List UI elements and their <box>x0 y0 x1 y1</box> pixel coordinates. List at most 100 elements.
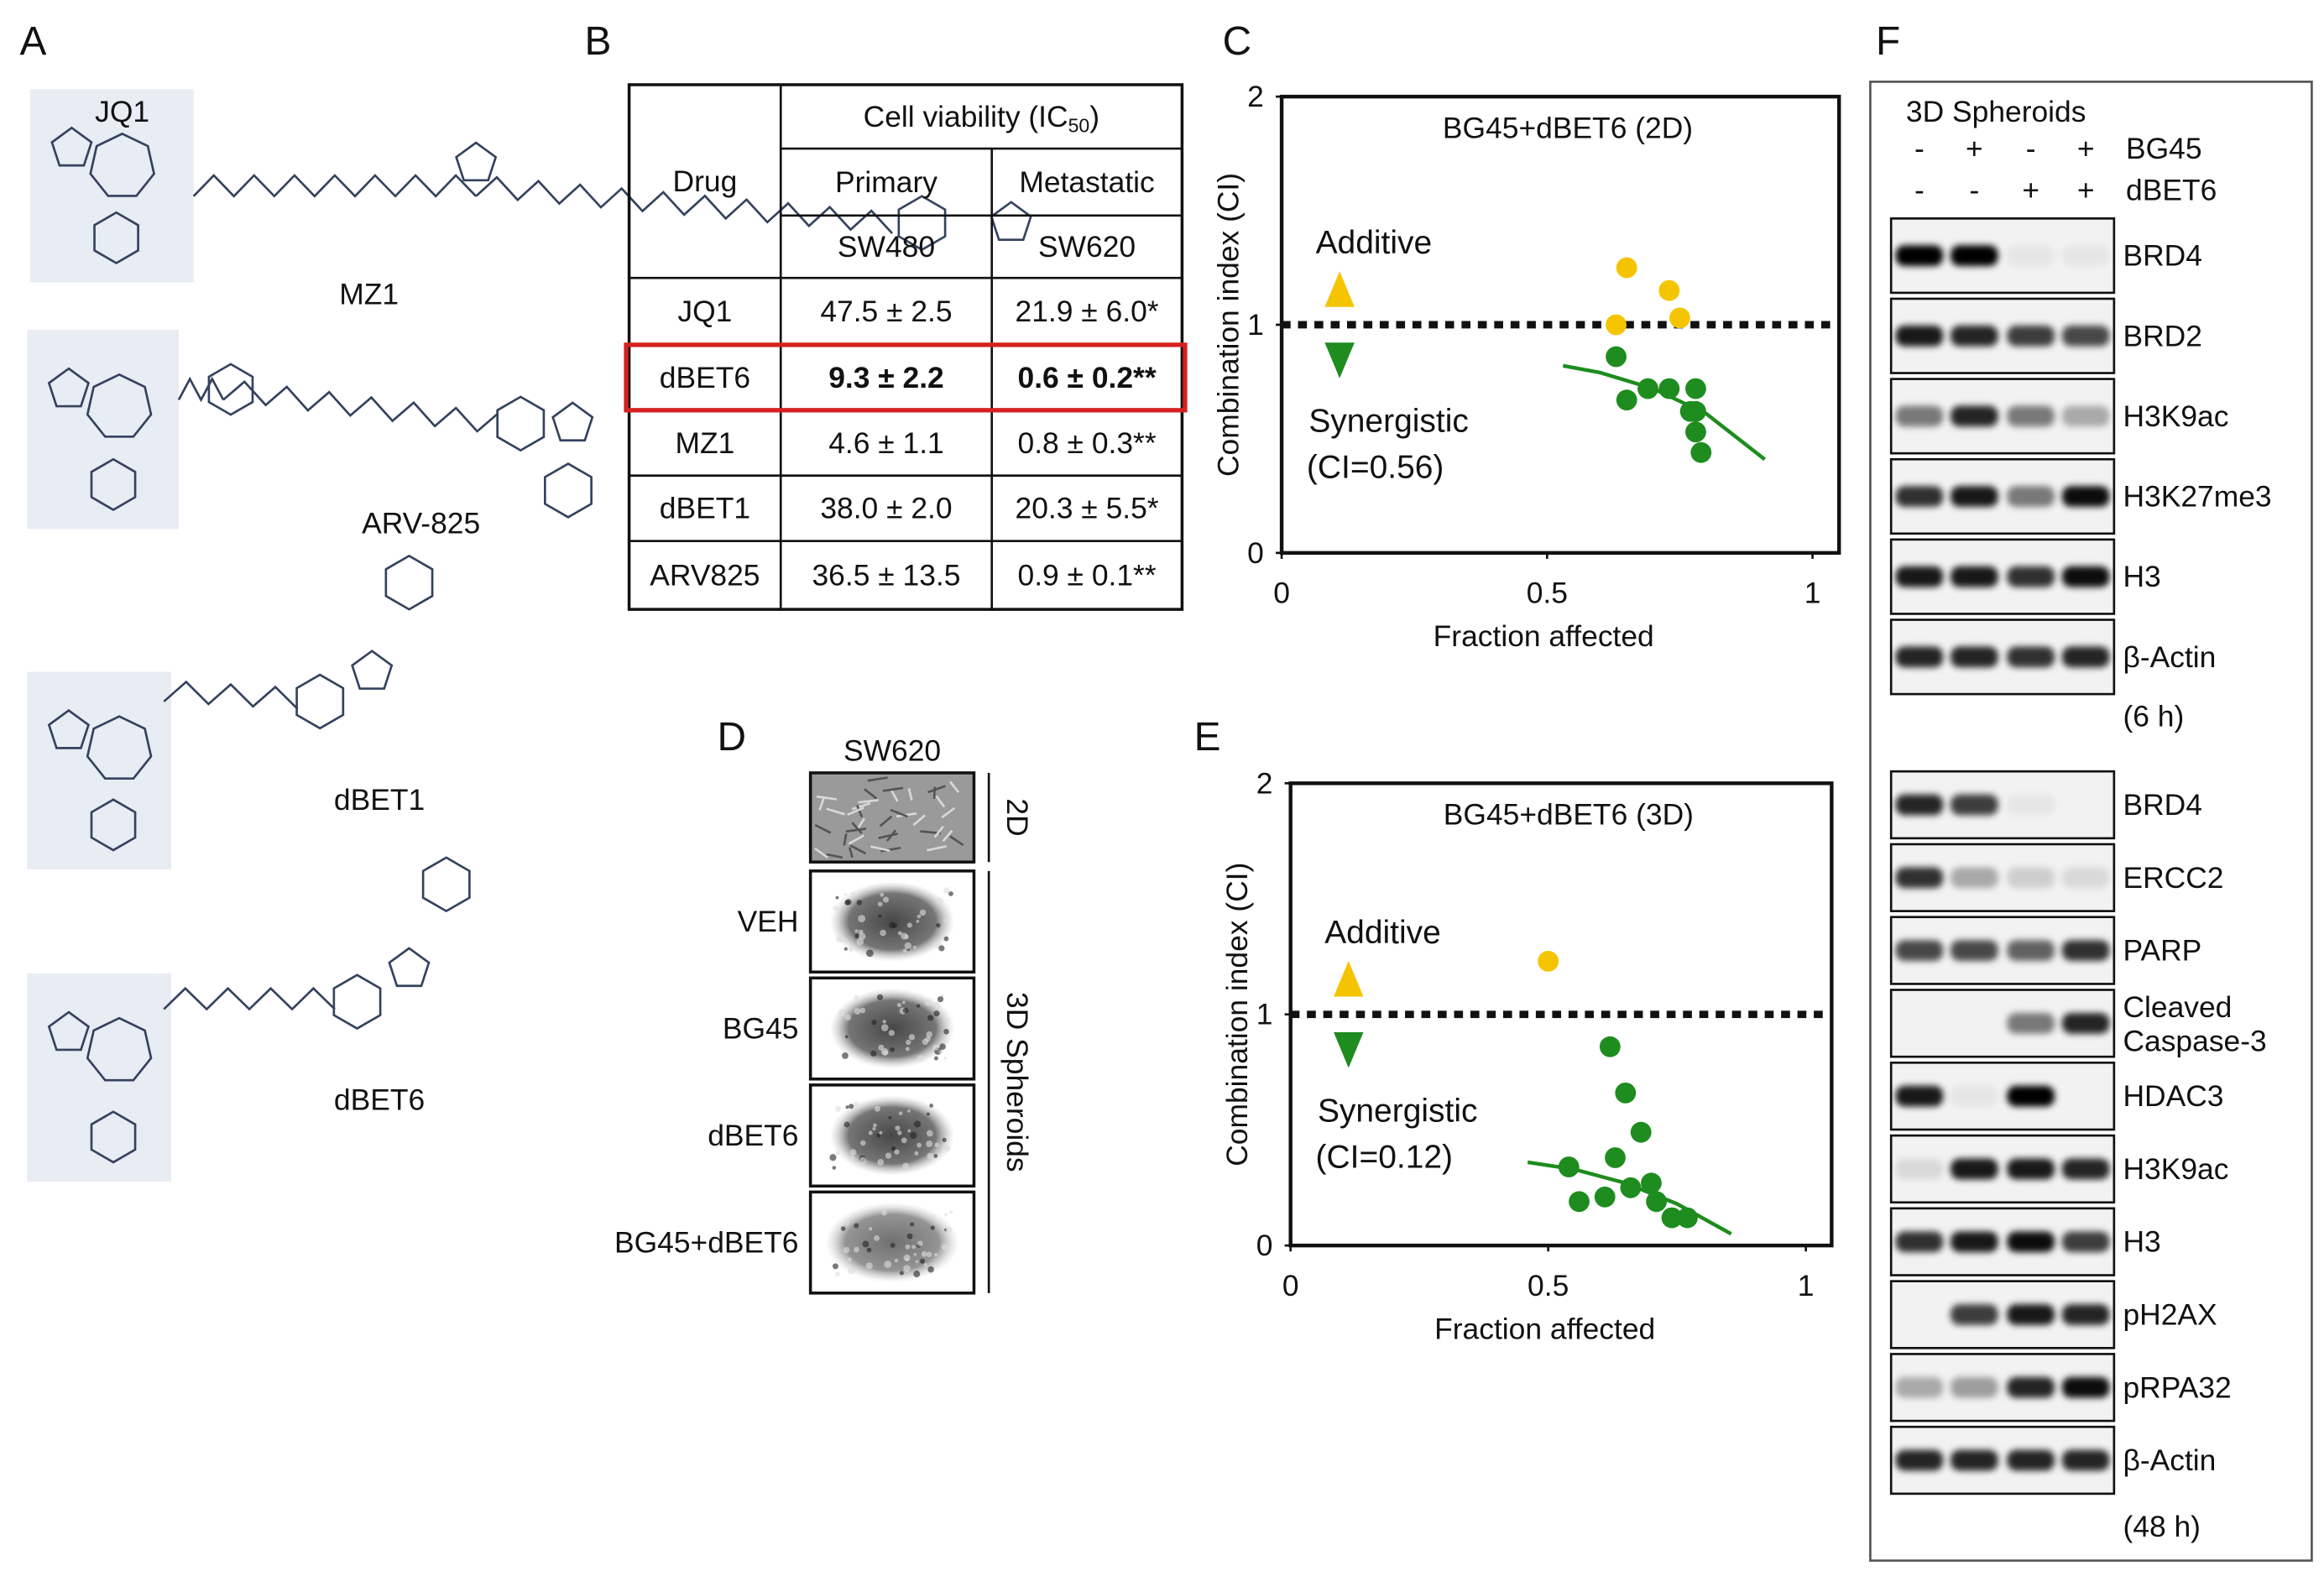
spheroid-texture <box>925 999 932 1006</box>
spheroid-texture <box>888 1030 896 1036</box>
spheroid-texture <box>848 1266 855 1275</box>
band <box>1895 646 1944 668</box>
spheroid-texture <box>854 933 859 938</box>
treatment-sign: + <box>2022 174 2039 207</box>
compound <box>29 89 1032 283</box>
spheroid-texture <box>849 1149 857 1156</box>
band <box>1951 1376 1998 1398</box>
spheroid-texture <box>946 1146 951 1151</box>
table-cell: 0.9 ± 0.1** <box>1018 558 1157 592</box>
spheroid-texture <box>938 1050 943 1054</box>
band <box>1895 1158 1944 1180</box>
image-title: SW620 <box>843 733 941 767</box>
spheroid-texture <box>844 1014 852 1021</box>
table-cell: 0.6 ± 0.2** <box>1018 361 1157 394</box>
band <box>2061 245 2110 267</box>
cell-texture <box>814 847 828 859</box>
band <box>1895 405 1944 427</box>
chart-title: BG45+dBET6 (3D) <box>1444 798 1694 832</box>
compound <box>27 330 594 530</box>
band <box>2007 566 2055 587</box>
band <box>1895 1085 1944 1107</box>
spheroid-texture <box>845 1105 849 1109</box>
spheroid-texture <box>843 1246 850 1254</box>
spheroid-texture <box>832 1263 838 1270</box>
data-point <box>1615 1082 1637 1104</box>
spheroid-texture <box>949 1210 953 1214</box>
spheroid-texture <box>943 1039 948 1044</box>
spheroid-texture <box>895 1125 901 1131</box>
spheroid-texture <box>929 1104 934 1108</box>
table-cell: ARV825 <box>650 558 760 592</box>
cell-texture <box>858 799 879 804</box>
ring <box>90 457 137 512</box>
x-tick-label: 1 <box>1804 577 1821 610</box>
ring <box>86 373 153 438</box>
spheroid-texture <box>906 1233 913 1240</box>
table-header: SW480 <box>838 230 935 264</box>
spheroid-texture <box>919 909 927 916</box>
data-point <box>1679 400 1701 422</box>
compound <box>27 856 471 1182</box>
cell-texture <box>863 788 878 800</box>
spheroid-texture <box>874 1234 880 1241</box>
spheroid-texture <box>838 1009 846 1017</box>
cell-texture <box>890 808 908 818</box>
spheroid-texture <box>933 1252 938 1257</box>
band <box>2061 486 2110 507</box>
panel-label: C <box>1223 19 1252 64</box>
spheroid-texture <box>854 929 859 933</box>
cell-texture <box>878 832 898 840</box>
spheroid-texture <box>854 1008 861 1015</box>
spheroid-texture <box>884 1260 892 1268</box>
compound <box>27 554 434 870</box>
protein-label: β-Actin <box>2123 640 2216 674</box>
band <box>2061 1012 2110 1034</box>
band <box>1895 325 1944 347</box>
header-close: ) <box>1089 100 1099 133</box>
spheroid-texture <box>853 1101 859 1108</box>
spheroid-texture <box>902 948 907 953</box>
treatment-label: VEH <box>738 905 799 938</box>
band <box>1951 646 1998 668</box>
ring <box>496 395 546 452</box>
spheroid-texture <box>885 1152 892 1159</box>
spheroid-texture <box>915 1260 919 1264</box>
band <box>2007 1012 2055 1034</box>
treatment-sign: + <box>2077 132 2095 165</box>
spheroid-texture <box>844 900 850 906</box>
band <box>1951 486 1998 507</box>
annotation-additive: Additive <box>1316 225 1433 261</box>
header-subscript: 50 <box>1068 115 1090 137</box>
spheroid-texture <box>894 1149 900 1155</box>
spheroid-texture <box>862 1240 870 1248</box>
ring <box>47 1010 91 1052</box>
spheroid-texture <box>926 1031 933 1038</box>
cell-texture <box>927 785 946 794</box>
cell-texture <box>870 845 890 853</box>
cell-texture <box>848 847 854 859</box>
protein-label: H3K9ac <box>2123 399 2228 433</box>
spheroid-texture <box>926 1140 933 1148</box>
band <box>2061 1304 2110 1325</box>
data-point <box>1641 1172 1662 1194</box>
ring <box>295 673 345 730</box>
spheroid-texture <box>948 891 953 896</box>
treatment-sign: - <box>1914 132 1924 165</box>
band <box>1895 794 1944 816</box>
protein-label: BRD4 <box>2123 239 2201 273</box>
treatment-sign: + <box>1966 132 1983 165</box>
cell-texture <box>851 822 863 834</box>
ring <box>90 1110 137 1164</box>
band <box>2007 1158 2055 1180</box>
data-point <box>1685 378 1706 399</box>
table-cell: MZ1 <box>675 426 734 460</box>
spheroid-texture <box>842 1052 849 1059</box>
spheroid-texture <box>943 1057 948 1060</box>
cell-texture <box>882 786 904 792</box>
spheroid-texture <box>860 1140 866 1146</box>
spheroid-texture <box>942 1137 947 1143</box>
spheroid-texture <box>854 1246 859 1253</box>
protein-label: pH2AX <box>2123 1297 2217 1331</box>
